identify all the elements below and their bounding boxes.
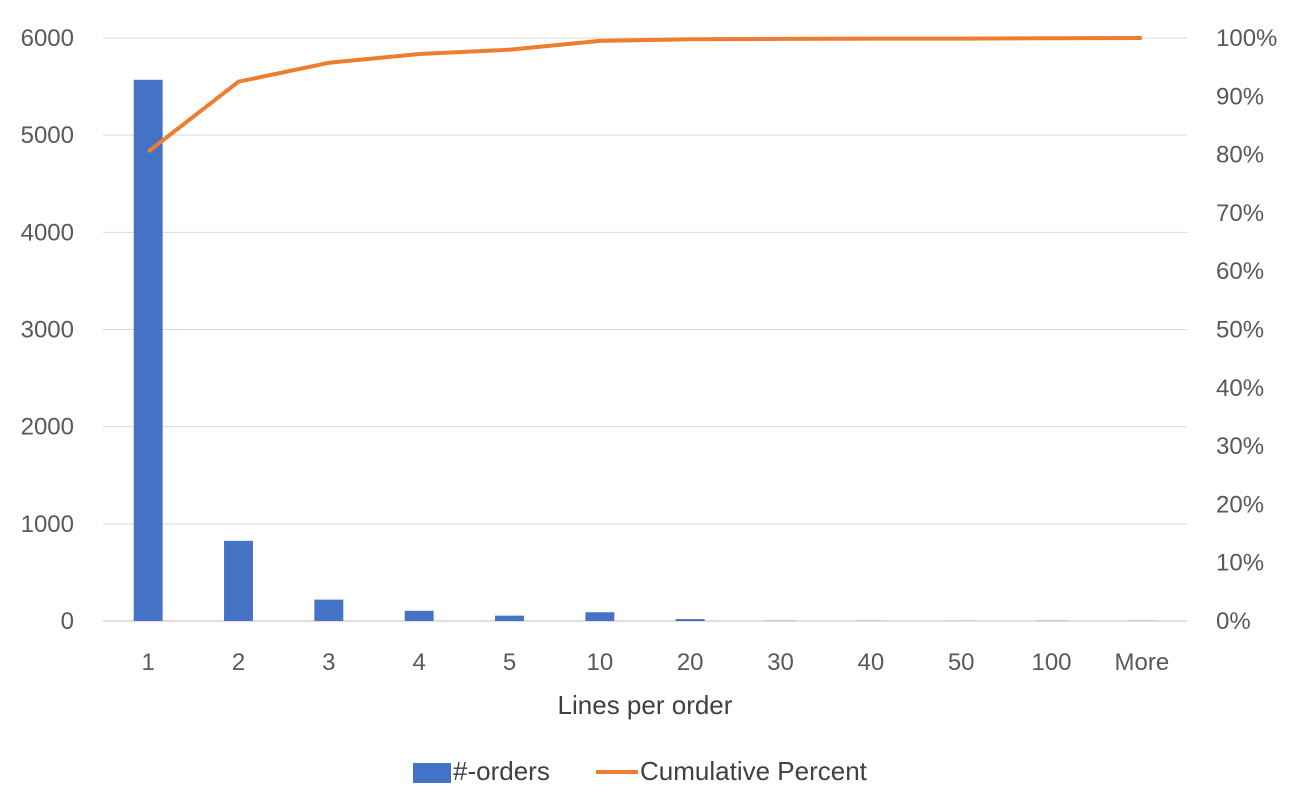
y-tick-label: 2000 [21,414,74,441]
y-tick-label: 0 [61,608,74,635]
x-tick-label: 1 [141,649,154,676]
x-tick-label: 2 [232,649,245,676]
bar [133,79,163,621]
legend-label-orders: #-orders [453,756,550,786]
x-tick-label: 50 [948,649,975,676]
y2-tick-label: 0% [1216,608,1251,635]
x-tick-label: 10 [586,649,613,676]
x-axis: 1 2 3 4 5 10 20 30 40 50 100 More [141,649,1169,676]
bar [585,612,615,621]
y-tick-label: 4000 [21,219,74,246]
x-tick-label: 5 [503,649,516,676]
bar [314,599,344,621]
y-tick-label: 6000 [21,25,74,52]
x-tick-label: 40 [857,649,884,676]
x-tick-label: 30 [767,649,794,676]
y2-tick-label: 80% [1216,142,1264,169]
legend-label-cumulative: Cumulative Percent [640,756,868,786]
y2-tick-label: 20% [1216,491,1264,518]
y2-tick-label: 60% [1216,258,1264,285]
x-tick-label: More [1114,649,1169,676]
bar-series [133,79,1157,621]
y2-tick-label: 30% [1216,433,1264,460]
y2-tick-label: 100% [1216,25,1277,52]
y-tick-label: 3000 [21,317,74,344]
y2-tick-label: 50% [1216,317,1264,344]
x-tick-label: 3 [322,649,335,676]
legend: #-orders Cumulative Percent [413,756,868,786]
y2-tick-label: 10% [1216,550,1264,577]
cumulative-line [146,36,1142,154]
bar [675,619,705,621]
x-tick-label: 4 [412,649,425,676]
gridlines [103,37,1187,622]
y-tick-label: 1000 [21,511,74,538]
y2-tick-label: 40% [1216,375,1264,402]
bar [404,610,434,621]
y2-tick-label: 70% [1216,200,1264,227]
y2-tick-label: 90% [1216,83,1264,110]
legend-swatch-orders [413,763,451,783]
line-series [146,36,1142,154]
x-tick-label: 20 [677,649,704,676]
y-axis-left: 0 1000 2000 3000 4000 5000 6000 [21,25,74,635]
x-axis-title: Lines per order [558,690,733,720]
y-tick-label: 5000 [21,122,74,149]
bar [224,540,253,621]
x-tick-label: 100 [1031,649,1071,676]
y-axis-right: 0% 10% 20% 30% 40% 50% 60% 70% 80% 90% 100% [1216,25,1277,635]
bar [495,615,524,621]
